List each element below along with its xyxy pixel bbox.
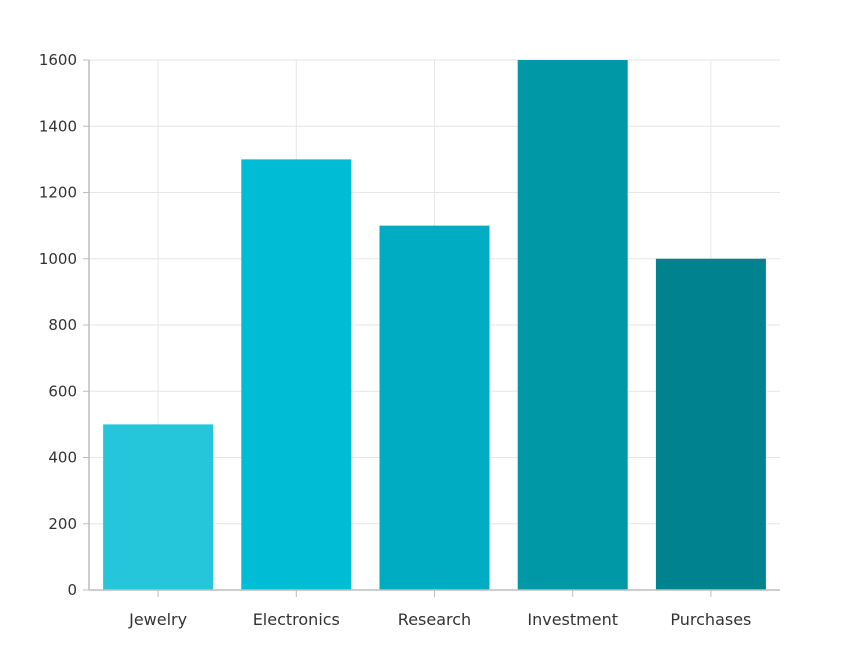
- bar-research[interactable]: [379, 225, 490, 590]
- x-tick-label: Purchases: [670, 610, 751, 629]
- bar-investment[interactable]: [517, 60, 628, 590]
- bar-purchases[interactable]: [655, 258, 766, 590]
- y-tick-label: 200: [48, 515, 77, 533]
- y-tick-label: 1600: [39, 51, 77, 69]
- y-tick-label: 0: [67, 581, 77, 599]
- y-tick-label: 600: [48, 382, 77, 400]
- x-tick-label: Research: [398, 610, 471, 629]
- x-tick-label: Jewelry: [128, 610, 187, 629]
- y-tick-label: 400: [48, 449, 77, 467]
- y-tick-label: 800: [48, 316, 77, 334]
- y-tick-label: 1000: [39, 250, 77, 268]
- axes-layer: [83, 59, 780, 597]
- bars-layer: [103, 60, 766, 590]
- labels-layer: 0 200 400 600 800 1000 1200 1400 1600 Jewelry Elec…: [39, 51, 752, 629]
- x-tick-label: Electronics: [253, 610, 340, 629]
- bar-jewelry[interactable]: [103, 424, 214, 590]
- y-tick-label: 1400: [39, 117, 77, 135]
- bar-electronics[interactable]: [241, 159, 352, 590]
- x-tick-label: Investment: [527, 610, 618, 629]
- y-tick-label: 1200: [39, 184, 77, 202]
